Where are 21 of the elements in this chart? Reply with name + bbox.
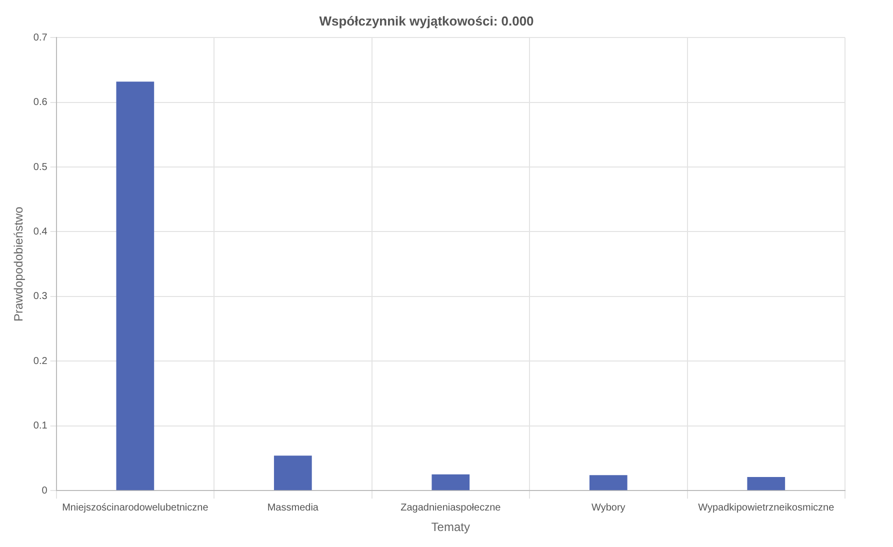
y-tick-label: 0.1 [33,420,48,432]
y-tick-label: 0.3 [33,291,48,302]
x-tick-label: Massmedia [267,502,319,514]
y-tick-label: 0.6 [33,97,48,108]
bar [747,477,786,490]
x-tick-label: Zagadnieniaspołeczne [400,502,502,514]
y-tick-label: 0 [42,485,48,496]
x-tick-label: Wybory [591,502,626,514]
bar [274,456,312,490]
y-tick-label: 0.7 [33,32,48,44]
y-tick-label: 0.5 [33,162,48,173]
chart-title: Współczynnik wyjątkowości: 0.000 [319,13,534,28]
y-tick-label: 0.4 [33,226,48,238]
y-axis-title: Prawdopodobieństwo [12,206,26,322]
x-tick-label: Wypadkipowietrzneikosmiczne [698,502,835,514]
bar [589,475,628,490]
x-tick-label: Mniejszościnarodowelubetniczne [62,502,209,514]
x-axis-title: Tematy [431,520,470,534]
bar [116,82,154,490]
bar [432,474,470,490]
y-tick-label: 0.2 [33,356,48,367]
